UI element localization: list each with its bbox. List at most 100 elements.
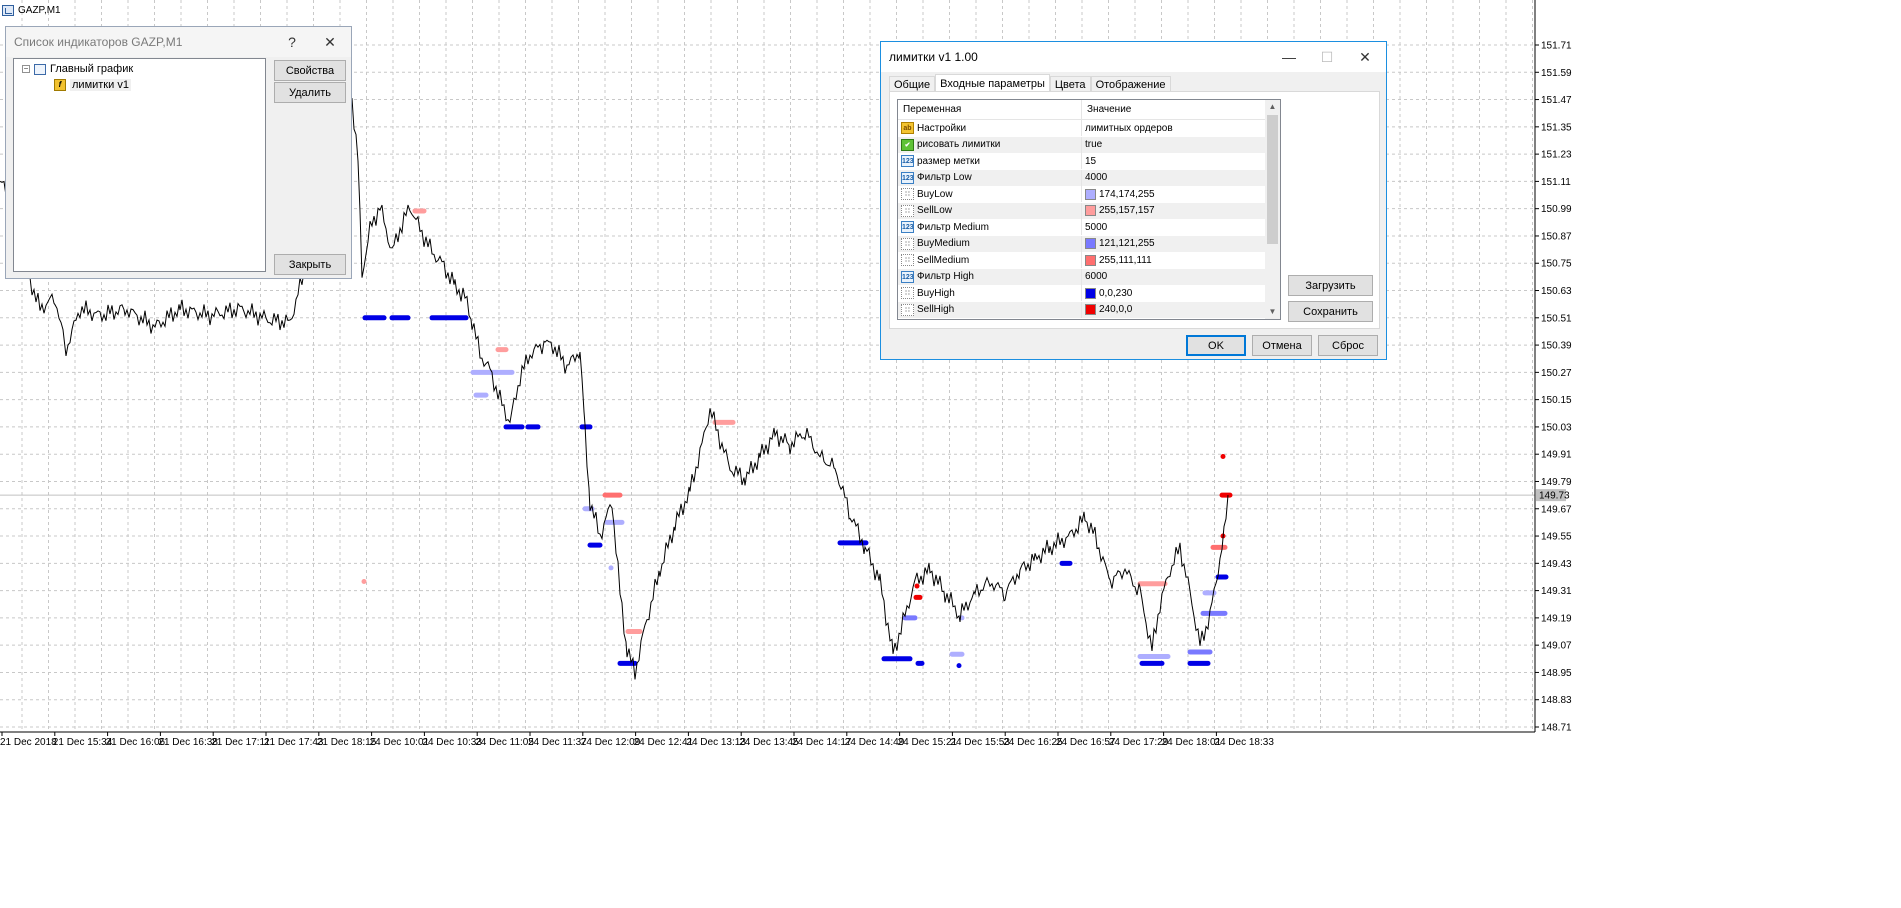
current-price-label: 149.73 xyxy=(1539,491,1570,502)
param-value-cell[interactable]: лимитных ордеров xyxy=(1082,120,1266,136)
price-tick-label: 151.11 xyxy=(1541,177,1571,188)
param-row[interactable]: ∷ BuyHigh 0,0,230 xyxy=(898,285,1266,301)
param-name: SellLow xyxy=(917,205,953,216)
tree-item-indicator[interactable]: f лимитки v1 xyxy=(54,77,131,93)
param-value-cell[interactable]: 15 xyxy=(1082,153,1266,169)
param-value-cell[interactable]: 5000 xyxy=(1082,219,1266,235)
help-button[interactable]: ? xyxy=(288,34,296,50)
params-scrollbar[interactable]: ▲ ▼ xyxy=(1265,100,1280,319)
price-tick-label: 151.71 xyxy=(1541,41,1572,52)
collapse-icon[interactable]: − xyxy=(22,64,30,73)
close-icon[interactable]: ✕ xyxy=(1359,48,1371,65)
chart-icon xyxy=(34,63,46,75)
column-header-value[interactable]: Значение xyxy=(1082,100,1266,120)
param-name-cell: 123 размер метки xyxy=(898,153,1082,169)
param-value-cell[interactable]: 6000 xyxy=(1082,269,1266,285)
properties-button[interactable]: Свойства xyxy=(274,60,346,81)
price-tick-label: 150.27 xyxy=(1541,368,1572,379)
column-header-variable[interactable]: Переменная xyxy=(898,100,1082,120)
param-name: Настройки xyxy=(917,122,967,134)
time-tick-label: 24 Dec 10:33 xyxy=(422,737,482,748)
param-num-icon: 123 xyxy=(901,270,914,283)
scroll-up-icon[interactable]: ▲ xyxy=(1268,102,1277,111)
param-value: 255,111,111 xyxy=(1099,254,1152,266)
param-row[interactable]: ab Настройки лимитных ордеров xyxy=(898,120,1266,136)
param-value: 5000 xyxy=(1085,221,1108,233)
price-tick-label: 148.95 xyxy=(1541,668,1572,679)
param-value-cell[interactable]: 240,0,0 xyxy=(1082,302,1266,318)
param-name-cell: ab Настройки xyxy=(898,120,1082,136)
param-value: 15 xyxy=(1085,155,1097,167)
limit-order-dot xyxy=(1220,453,1226,459)
close-button[interactable]: Закрыть xyxy=(274,254,346,275)
time-tick-label: 24 Dec 10:01 xyxy=(370,737,430,748)
param-value-cell[interactable]: true xyxy=(1082,137,1266,153)
param-value-cell[interactable]: 121,121,255 xyxy=(1082,236,1266,252)
close-icon[interactable]: ✕ xyxy=(324,33,336,50)
time-tick-label: 24 Dec 12:09 xyxy=(581,737,641,748)
price-tick-label: 150.03 xyxy=(1541,422,1572,433)
minimize-icon[interactable]: — xyxy=(1282,49,1296,65)
tab-colors[interactable]: Цвета xyxy=(1049,76,1091,93)
param-num-icon: 123 xyxy=(901,171,914,184)
param-row[interactable]: ∷ BuyMedium 121,121,255 xyxy=(898,235,1266,252)
param-value: 255,157,157 xyxy=(1099,205,1155,216)
param-clr-icon: ∷ xyxy=(901,237,914,250)
delete-button[interactable]: Удалить xyxy=(274,82,346,103)
param-row[interactable]: 123 размер метки 15 xyxy=(898,153,1266,169)
scroll-down-icon[interactable]: ▼ xyxy=(1268,307,1277,316)
param-value: 0,0,230 xyxy=(1099,287,1133,299)
param-row[interactable]: 123 Фильтр High 6000 xyxy=(898,268,1266,285)
chart-axes: 151.71 151.59 151.47 151.35 151.23 151.11 150.… xyxy=(0,0,1572,748)
param-num-icon: 123 xyxy=(901,155,914,167)
color-swatch[interactable] xyxy=(1085,238,1096,249)
params-grid[interactable]: Переменная Значение ab Настройки лимитных … xyxy=(897,99,1281,320)
time-tick-label: 24 Dec 11:37 xyxy=(528,737,587,748)
scroll-thumb[interactable] xyxy=(1267,115,1278,244)
time-tick-label: 24 Dec 15:21 xyxy=(898,737,958,748)
param-value: 6000 xyxy=(1085,271,1108,282)
param-name-cell: ∷ BuyMedium xyxy=(898,235,1082,252)
tree-item-label: лимитки v1 xyxy=(70,79,131,91)
param-name: BuyHigh xyxy=(917,287,955,299)
tab-display[interactable]: Отображение xyxy=(1090,76,1171,93)
color-swatch[interactable] xyxy=(1085,287,1096,299)
param-row[interactable]: ✔ рисовать лимитки true xyxy=(898,136,1266,153)
param-row[interactable]: ∷ SellLow 255,157,157 xyxy=(898,202,1266,219)
reset-button[interactable]: Сброс xyxy=(1318,335,1378,356)
color-swatch[interactable] xyxy=(1085,205,1096,216)
ok-button[interactable]: OK xyxy=(1186,335,1246,356)
time-tick-label: 24 Dec 15:53 xyxy=(950,737,1010,748)
params-titlebar[interactable]: лимитки v1 1.00 — ☐ ✕ xyxy=(881,42,1386,72)
param-row[interactable]: 123 Фильтр Medium 5000 xyxy=(898,219,1266,235)
indicator-list-titlebar[interactable]: Список индикаторов GAZP,M1 ? ✕ xyxy=(6,27,351,57)
limit-order-dot xyxy=(361,579,367,585)
param-value-cell[interactable]: 0,0,230 xyxy=(1082,285,1266,301)
save-button[interactable]: Сохранить xyxy=(1288,301,1373,322)
color-swatch[interactable] xyxy=(1085,188,1096,200)
time-tick-label: 24 Dec 13:13 xyxy=(686,737,746,748)
param-name-cell: 123 Фильтр High xyxy=(898,268,1082,285)
indicator-icon: f xyxy=(54,79,66,91)
indicator-params-dialog: лимитки v1 1.00 — ☐ ✕ Общие Входные пара… xyxy=(880,41,1387,360)
param-value-cell[interactable]: 255,111,111 xyxy=(1082,252,1266,268)
param-row[interactable]: 123 Фильтр Low 4000 xyxy=(898,169,1266,186)
param-value-cell[interactable]: 255,157,157 xyxy=(1082,203,1266,219)
tab-inputs[interactable]: Входные параметры xyxy=(935,74,1050,93)
param-row[interactable]: ∷ BuyLow 174,174,255 xyxy=(898,186,1266,202)
param-value-cell[interactable]: 4000 xyxy=(1082,170,1266,186)
param-row[interactable]: ∷ SellHigh 240,0,0 xyxy=(898,301,1266,318)
indicator-tree[interactable]: − Главный график f лимитки v1 xyxy=(13,58,266,272)
param-row[interactable]: ∷ SellMedium 255,111,111 xyxy=(898,252,1266,268)
tab-common[interactable]: Общие xyxy=(889,76,936,93)
color-swatch[interactable] xyxy=(1085,304,1096,315)
price-tick-label: 150.99 xyxy=(1541,204,1572,215)
cancel-button[interactable]: Отмена xyxy=(1252,335,1312,356)
param-name: Фильтр Low xyxy=(917,172,972,183)
load-button[interactable]: Загрузить xyxy=(1288,275,1373,296)
color-swatch[interactable] xyxy=(1085,254,1096,266)
param-name: BuyLow xyxy=(917,188,953,200)
param-value-cell[interactable]: 174,174,255 xyxy=(1082,186,1266,202)
tree-item-main-chart[interactable]: − Главный график xyxy=(22,61,133,77)
price-tick-label: 148.83 xyxy=(1541,695,1572,706)
